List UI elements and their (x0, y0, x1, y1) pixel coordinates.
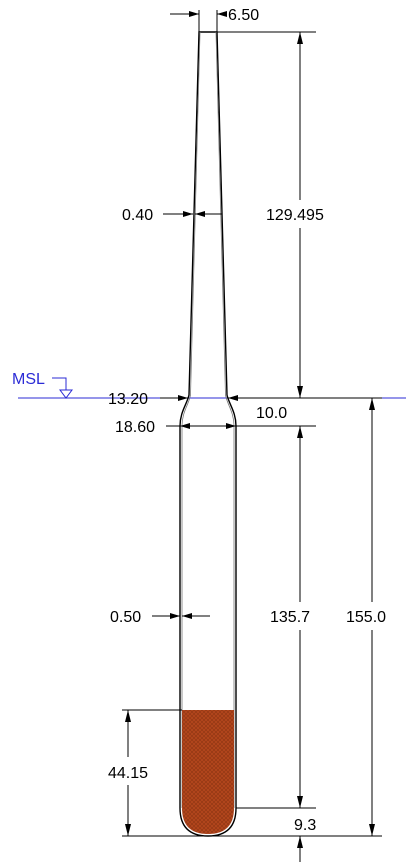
dim-top-width: 6.50 (170, 7, 259, 32)
bottom-label: 9.3 (294, 817, 316, 834)
dim-body-length: 135.7 (236, 425, 316, 809)
dim-top-wall: 0.40 (122, 207, 222, 224)
body-length-label: 135.7 (270, 609, 310, 626)
liquid-fill (182, 710, 234, 834)
total-length-label: 155.0 (346, 609, 386, 626)
msl-symbol: MSL (12, 371, 73, 399)
dim-neck-outer: 13.20 (108, 391, 188, 408)
dim-bottom: 9.3 (294, 817, 316, 862)
top-width-label: 6.50 (228, 7, 259, 24)
dim-fill-height: 44.15 (108, 709, 382, 837)
dim-neck-inner: 10.0 (228, 395, 287, 422)
dim-body-outer: 18.60 (115, 419, 236, 436)
neck-outer-label: 13.20 (108, 391, 148, 408)
dim-body-wall: 0.50 (110, 609, 210, 626)
top-wall-label: 0.40 (122, 207, 153, 224)
dim-top-length: 129.495 (217, 31, 324, 398)
body-wall-label: 0.50 (110, 609, 141, 626)
top-length-label: 129.495 (266, 207, 324, 224)
body-outer-label: 18.60 (115, 419, 155, 436)
fill-height-label: 44.15 (108, 765, 148, 782)
dim-total-length: 155.0 (236, 397, 386, 836)
neck-inner-label: 10.0 (256, 405, 287, 422)
msl-label: MSL (12, 371, 45, 388)
